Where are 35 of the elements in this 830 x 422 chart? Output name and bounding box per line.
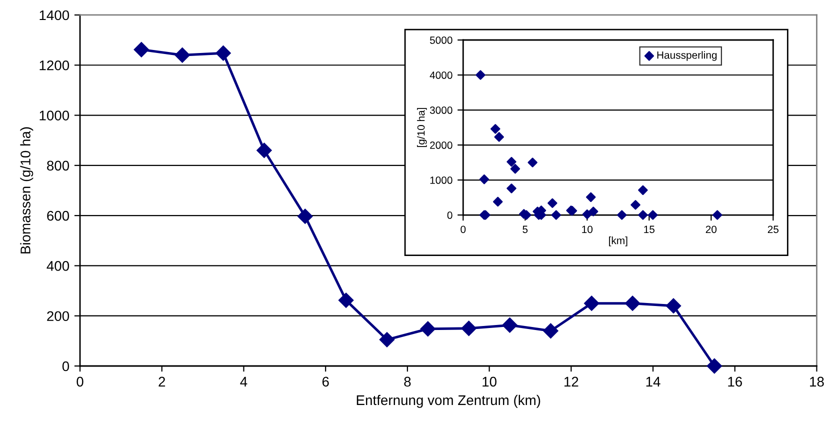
x-tick-label: 25 (768, 226, 778, 234)
x-tick-label: 14 (646, 376, 660, 386)
y-tick-label: 0 (447, 212, 452, 219)
x-tick-label: 10 (482, 376, 496, 387)
x-tick-label: 0 (76, 376, 84, 387)
x-tick-label: 2 (158, 376, 166, 386)
x-tick-label: 10 (582, 226, 593, 234)
y-tick-label: 1200 (40, 60, 70, 70)
x-axis-title: [km] (609, 236, 628, 246)
y-tick-label: 0 (62, 361, 70, 372)
y-tick-label: 400 (46, 261, 70, 271)
x-tick-label: 8 (404, 376, 411, 387)
y-tick-label: 1000 (430, 176, 452, 184)
y-tick-label: 1000 (40, 110, 70, 120)
y-axis-title: Biomassen (g/10 ha) (20, 127, 34, 254)
y-tick-label: 800 (47, 160, 70, 171)
x-tick-label: 18 (810, 376, 824, 387)
y-axis-title: [g/10 ha] (417, 108, 427, 148)
x-tick-label: 16 (728, 376, 742, 387)
x-axis-title: Entfernung vom Zentrum (km) (356, 394, 540, 408)
y-tick-label: 1400 (40, 10, 70, 20)
x-tick-label: 15 (644, 226, 654, 234)
y-tick-label: 4000 (430, 72, 452, 79)
x-tick-label: 6 (322, 376, 329, 387)
x-tick-label: 0 (460, 226, 466, 234)
x-tick-label: 20 (706, 226, 717, 234)
y-tick-label: 600 (47, 210, 70, 221)
y-tick-label: 5000 (430, 36, 452, 44)
y-tick-label: 2000 (430, 142, 452, 149)
x-tick-label: 5 (522, 226, 528, 234)
y-tick-label: 3000 (430, 106, 452, 114)
legend-label: Haussperling (657, 51, 717, 61)
x-tick-label: 12 (564, 376, 578, 386)
y-tick-label: 200 (47, 311, 70, 322)
x-tick-label: 4 (240, 376, 248, 386)
